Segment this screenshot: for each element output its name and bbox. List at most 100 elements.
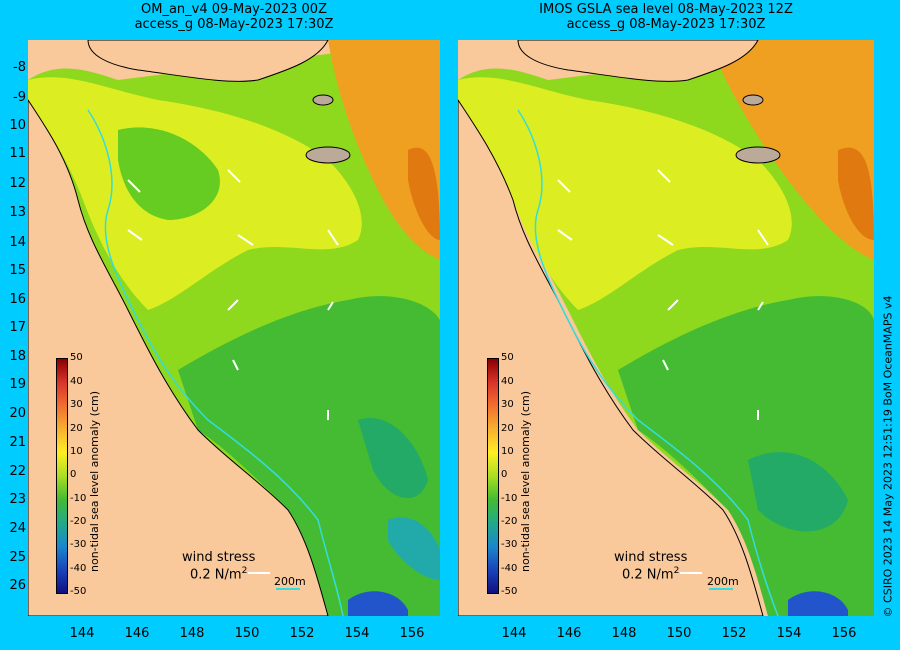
right-map-canvas	[458, 40, 874, 616]
left-panel-title: OM_an_v4 09-May-2023 00Z access_g 08-May…	[28, 2, 440, 32]
lon-tick: 144	[69, 626, 95, 641]
left-title-line1: OM_an_v4 09-May-2023 00Z	[141, 2, 327, 17]
lon-tick: 150	[666, 626, 692, 641]
lat-tick: 19	[9, 377, 26, 392]
cbar-tick: -10	[501, 493, 518, 504]
cbar-tick: -50	[70, 586, 87, 597]
colorbar-title: non-tidal sea level anomaly (cm)	[88, 391, 101, 572]
credit-text: © CSIRO 2023 14 May 2023 12:51:19 BoM Oc…	[881, 295, 895, 618]
right-panel-title: IMOS GSLA sea level 08-May-2023 12Z acce…	[458, 2, 874, 32]
ocean-teal-se	[388, 517, 440, 580]
lat-tick: -9	[13, 90, 26, 105]
ocean-yellow-zone	[458, 77, 792, 311]
lat-tick: 13	[9, 205, 26, 220]
wind-legend-label: wind stress	[614, 550, 688, 565]
lat-tick: 11	[9, 146, 26, 161]
colorbar-title: non-tidal sea level anomaly (cm)	[519, 391, 532, 572]
ocean-blue-eddy	[348, 591, 408, 616]
lat-tick: -8	[13, 60, 26, 75]
wind-legend-label: wind stress	[182, 550, 256, 565]
lon-tick: 148	[611, 626, 637, 641]
cbar-tick: 40	[501, 376, 514, 387]
ocean-teal-patch	[358, 418, 428, 499]
lon-tick: 152	[721, 626, 747, 641]
shelf-contour	[517, 109, 779, 616]
wind-value-text: 0.2 N/m	[190, 567, 242, 583]
colorbar-gradient	[487, 358, 499, 594]
left-title-line2: access_g 08-May-2023 17:30Z	[134, 17, 334, 32]
wind-value-superscript: 2	[241, 566, 248, 576]
lon-tick: 156	[399, 626, 425, 641]
land-queensland	[28, 99, 329, 616]
land-png	[517, 40, 759, 82]
wind-value-superscript: 2	[673, 566, 680, 576]
cbar-tick: -50	[501, 586, 518, 597]
colorbar-gradient	[56, 358, 68, 594]
cbar-tick: 10	[70, 446, 83, 457]
ocean-green-south	[618, 296, 874, 616]
cbar-tick: 10	[501, 446, 514, 457]
ocean-teal-patch	[748, 452, 848, 532]
wind-legend-value: 0.2 N/m2	[190, 566, 247, 582]
lat-tick: 10	[9, 118, 26, 133]
lon-tick: 156	[831, 626, 857, 641]
cbar-tick: 30	[501, 399, 514, 410]
lat-tick: 18	[9, 349, 26, 364]
right-map	[458, 40, 874, 616]
left-map-canvas	[28, 40, 440, 616]
cbar-tick: 40	[70, 376, 83, 387]
island	[735, 146, 781, 164]
lat-tick: 25	[9, 550, 26, 565]
scale-bar-label: 200m	[707, 575, 739, 588]
lat-tick: 15	[9, 263, 26, 278]
wind-value-text: 0.2 N/m	[622, 567, 674, 583]
lat-tick: 14	[9, 235, 26, 250]
right-title-line2: access_g 08-May-2023 17:30Z	[566, 17, 766, 32]
cbar-tick: 0	[501, 469, 508, 480]
ocean-orange-core	[838, 147, 874, 240]
cbar-tick: -30	[70, 539, 87, 550]
wind-arrows	[557, 169, 769, 420]
land-queensland	[458, 99, 764, 616]
ocean-orange-zone	[328, 40, 440, 260]
wind-legend-arrow	[680, 572, 702, 574]
lon-tick: 144	[501, 626, 527, 641]
ocean-green-south	[178, 296, 440, 616]
scale-bar	[276, 588, 300, 590]
island	[312, 94, 334, 106]
scale-bar-label: 200m	[274, 575, 306, 588]
cbar-tick: -20	[70, 516, 87, 527]
lat-tick: 16	[9, 292, 26, 307]
cbar-tick: -40	[70, 563, 87, 574]
ocean-green-core	[118, 127, 220, 220]
lat-tick: 17	[9, 320, 26, 335]
cbar-tick: -10	[70, 493, 87, 504]
lon-tick: 154	[344, 626, 370, 641]
cbar-tick: 30	[70, 399, 83, 410]
cbar-tick: 20	[70, 423, 83, 434]
ocean-blue-eddy	[788, 591, 848, 616]
lat-tick: 12	[9, 176, 26, 191]
cbar-tick: 50	[501, 352, 514, 363]
ocean-orange-core	[408, 147, 440, 240]
cbar-tick: -20	[501, 516, 518, 527]
cbar-tick: 20	[501, 423, 514, 434]
cbar-tick: 0	[70, 469, 77, 480]
land-png	[87, 40, 329, 82]
cbar-tick: -40	[501, 563, 518, 574]
island	[305, 146, 351, 164]
lon-tick: 148	[179, 626, 205, 641]
lon-tick: 150	[234, 626, 260, 641]
lat-tick: 23	[9, 492, 26, 507]
shelf-contour	[87, 109, 344, 616]
lat-tick: 26	[9, 578, 26, 593]
lon-tick: 146	[124, 626, 150, 641]
wind-legend-arrow	[248, 572, 270, 574]
left-map	[28, 40, 440, 616]
wind-arrows	[127, 169, 339, 420]
cbar-tick: -30	[501, 539, 518, 550]
wind-legend-value: 0.2 N/m2	[622, 566, 679, 582]
island	[742, 94, 764, 106]
lon-tick: 152	[289, 626, 315, 641]
scale-bar	[709, 588, 733, 590]
